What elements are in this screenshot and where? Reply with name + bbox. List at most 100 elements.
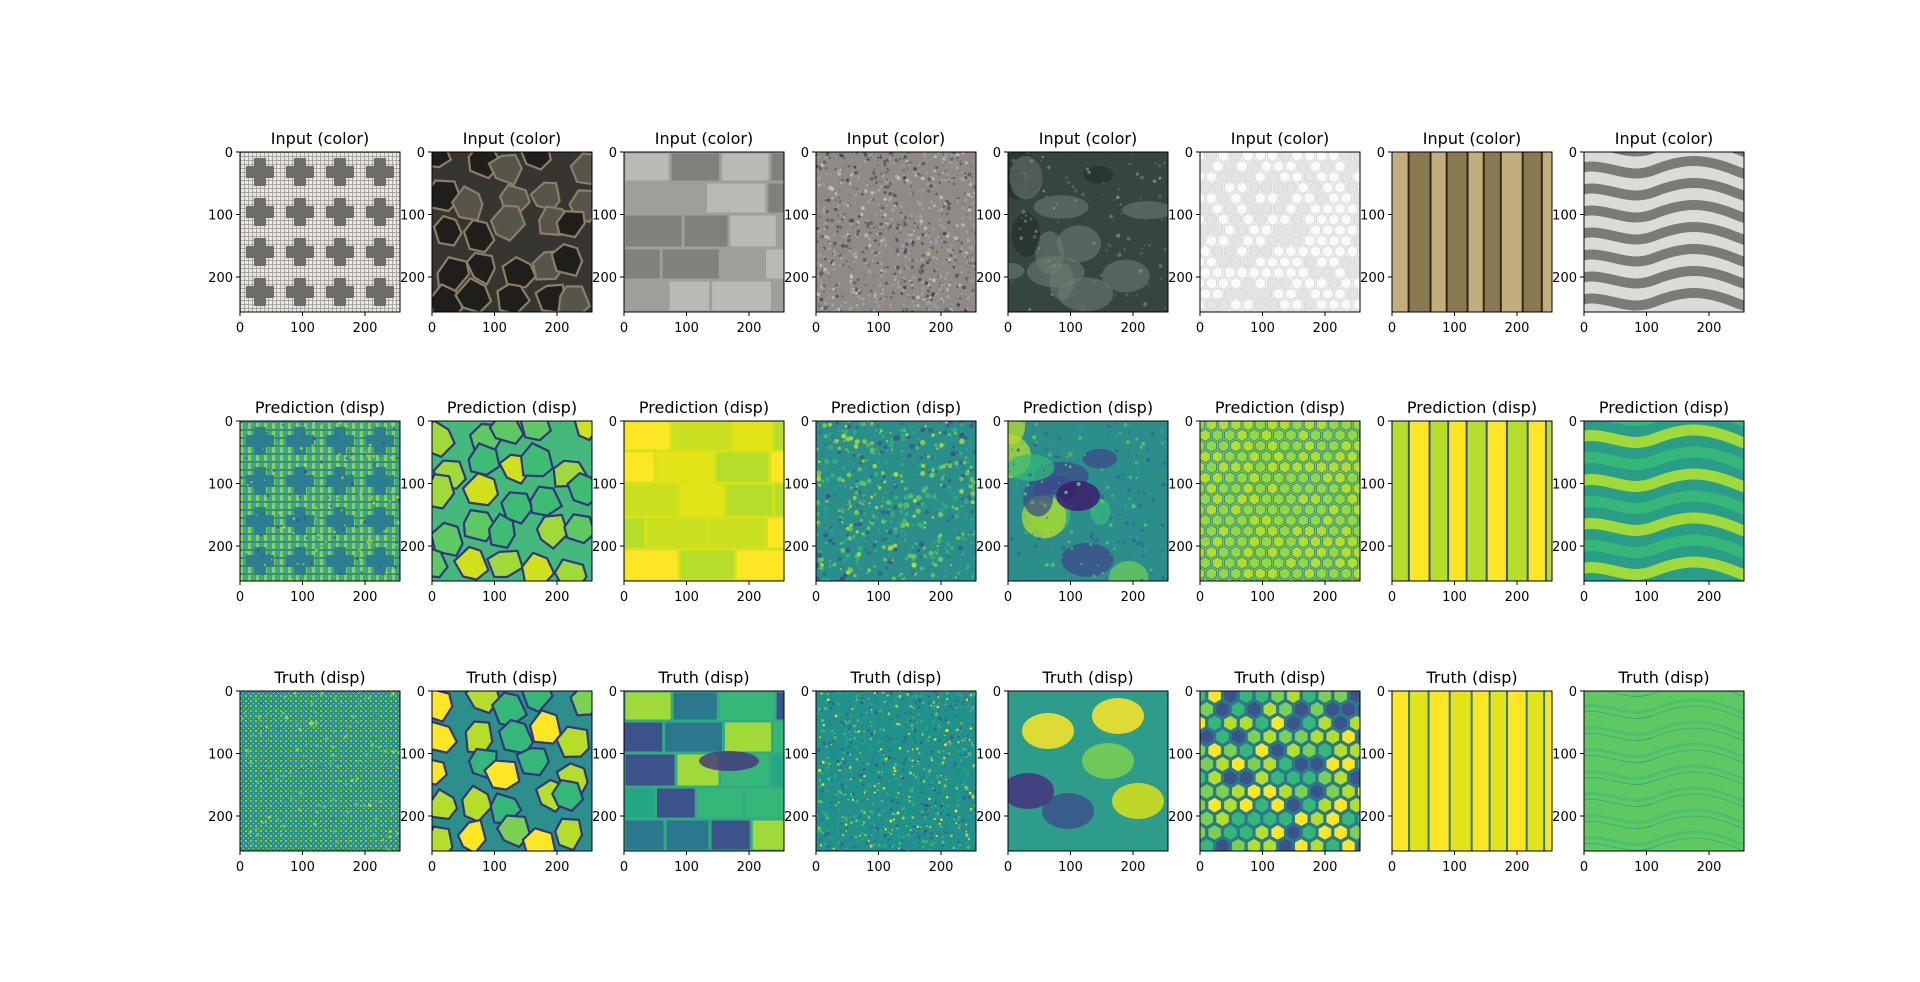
x-tick-label: 200	[929, 590, 954, 605]
y-tick-label: 0	[225, 415, 233, 430]
x-tick-label: 0	[812, 860, 820, 875]
y-tick-label: 0	[993, 146, 1001, 161]
y-tick-label: 0	[1185, 146, 1193, 161]
panel-r2-c2: Prediction (disp) 0 100 200 0 100 200	[400, 398, 593, 605]
x-tick-label: 0	[236, 590, 244, 605]
panel-title: Prediction (disp)	[831, 398, 961, 417]
panel-r2-c8: Prediction (disp) 0 100 200 0 100 200	[1552, 398, 1745, 605]
panel-title: Prediction (disp)	[255, 398, 385, 417]
y-tick-label: 100	[784, 478, 809, 493]
y-tick-label: 0	[1569, 146, 1577, 161]
x-tick-label: 200	[1121, 590, 1146, 605]
y-tick-label: 200	[592, 271, 617, 286]
x-tick-label: 0	[236, 321, 244, 336]
texture-image-cross-tile	[240, 691, 400, 851]
y-tick-label: 100	[592, 478, 617, 493]
axes-frame	[1199, 420, 1361, 582]
x-tick-label: 100	[1442, 590, 1467, 605]
panel-r1-c5: Input (color) 0 100 200 0 100 200	[976, 129, 1169, 336]
panel-title: Truth (disp)	[1041, 668, 1133, 687]
y-tick-label: 200	[1168, 540, 1193, 555]
x-tick-label: 0	[1580, 590, 1588, 605]
y-tick-label: 200	[1360, 540, 1385, 555]
x-tick-label: 0	[236, 860, 244, 875]
y-tick-label: 100	[1360, 748, 1385, 763]
texture-image-mossy-rock	[1008, 421, 1168, 581]
y-tick-label: 0	[801, 146, 809, 161]
axes-frame	[239, 420, 401, 582]
y-tick-label: 0	[417, 146, 425, 161]
y-tick-label: 200	[1552, 810, 1577, 825]
texture-image-wood-planks	[1392, 152, 1552, 312]
y-tick-label: 100	[1168, 748, 1193, 763]
y-tick-label: 100	[1360, 209, 1385, 224]
axes-frame	[1007, 690, 1169, 852]
axes-frame	[239, 151, 401, 313]
texture-image-white-hex	[1200, 421, 1360, 581]
axes-frame	[1391, 690, 1553, 852]
panel-r3-c7: Truth (disp) 0 100 200 0 100 200	[1360, 668, 1553, 875]
x-tick-label: 0	[1388, 590, 1396, 605]
x-tick-label: 100	[1250, 321, 1275, 336]
panel-title: Prediction (disp)	[447, 398, 577, 417]
y-tick-label: 100	[592, 748, 617, 763]
panel-title: Truth (disp)	[273, 668, 365, 687]
y-tick-label: 200	[976, 271, 1001, 286]
y-tick-label: 100	[1552, 478, 1577, 493]
texture-image-stone-blocks	[624, 421, 784, 581]
x-tick-label: 200	[1313, 860, 1338, 875]
panel-r3-c1: Truth (disp) 0 100 200 0 100 200	[208, 668, 401, 875]
texture-image-mossy-rock	[1008, 152, 1168, 312]
y-tick-label: 100	[1168, 209, 1193, 224]
panel-title: Input (color)	[1039, 129, 1137, 148]
y-tick-label: 200	[1360, 271, 1385, 286]
panel-r3-c6: Truth (disp) 0 100 200 0 100 200	[1168, 668, 1361, 875]
x-tick-label: 0	[1004, 860, 1012, 875]
panel-r1-c7: Input (color) 0 100 200 0 100 200	[1360, 129, 1553, 336]
panel-title: Input (color)	[1231, 129, 1329, 148]
y-tick-label: 200	[592, 540, 617, 555]
x-tick-label: 0	[1196, 321, 1204, 336]
x-tick-label: 0	[428, 860, 436, 875]
y-tick-label: 200	[1168, 271, 1193, 286]
y-tick-label: 0	[993, 415, 1001, 430]
texture-image-stone-blocks	[624, 152, 784, 312]
x-tick-label: 100	[290, 321, 315, 336]
y-tick-label: 0	[609, 685, 617, 700]
x-tick-label: 200	[1505, 590, 1530, 605]
x-tick-label: 100	[866, 860, 891, 875]
y-tick-label: 0	[417, 685, 425, 700]
panel-title: Prediction (disp)	[1023, 398, 1153, 417]
x-tick-label: 0	[1388, 860, 1396, 875]
x-tick-label: 200	[1697, 860, 1722, 875]
x-tick-label: 0	[812, 590, 820, 605]
texture-image-waves	[1584, 421, 1744, 581]
panel-r3-c4: Truth (disp) 0 100 200 0 100 200	[784, 668, 977, 875]
y-tick-label: 0	[1569, 685, 1577, 700]
x-tick-label: 200	[545, 860, 570, 875]
y-tick-label: 200	[592, 810, 617, 825]
x-tick-label: 100	[482, 321, 507, 336]
x-tick-label: 100	[290, 860, 315, 875]
x-tick-label: 0	[620, 321, 628, 336]
y-tick-label: 100	[976, 748, 1001, 763]
axes-frame	[1583, 690, 1745, 852]
y-tick-label: 200	[208, 810, 233, 825]
texture-image-white-hex	[1200, 152, 1360, 312]
panel-r1-c2: Input (color) 0 100 200 0 100 200	[400, 129, 593, 336]
y-tick-label: 0	[801, 415, 809, 430]
panel-r3-c3: Truth (disp) 0 100 200 0 100 200	[592, 668, 785, 875]
x-tick-label: 100	[1058, 590, 1083, 605]
x-tick-label: 100	[1442, 860, 1467, 875]
x-tick-label: 200	[929, 321, 954, 336]
y-tick-label: 0	[1377, 146, 1385, 161]
panel-r2-c6: Prediction (disp) 0 100 200 0 100 200	[1168, 398, 1361, 605]
panel-title: Input (color)	[463, 129, 561, 148]
panel-title: Input (color)	[655, 129, 753, 148]
x-tick-label: 100	[482, 590, 507, 605]
x-tick-label: 100	[866, 321, 891, 336]
x-tick-label: 100	[1634, 860, 1659, 875]
x-tick-label: 200	[737, 590, 762, 605]
axes-frame	[1199, 690, 1361, 852]
